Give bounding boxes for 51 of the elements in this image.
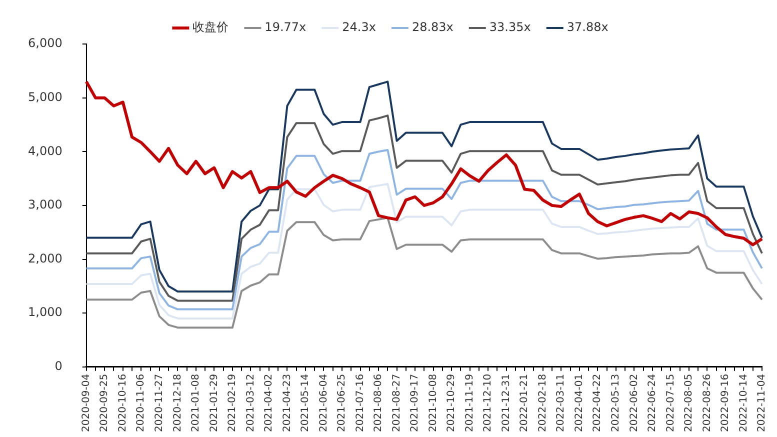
x-tick-label: 2021-05-14 xyxy=(300,374,312,432)
x-tick-label: 2021-12-31 xyxy=(500,374,512,432)
y-tick-label: 2,000 xyxy=(28,251,62,266)
legend-label: 收盘价 xyxy=(192,20,229,34)
x-tick-label: 2022-03-11 xyxy=(556,374,567,432)
x-tick-label: 2022-06-24 xyxy=(647,374,658,432)
x-tick-label: 2020-10-16 xyxy=(117,374,128,432)
x-tick-label: 2021-11-19 xyxy=(464,374,476,432)
x-tick-label: 2022-04-01 xyxy=(574,374,585,432)
x-tick-label: 2020-12-18 xyxy=(172,374,184,432)
x-tick-label: 2022-10-14 xyxy=(738,374,750,432)
x-tick-label: 2022-11-04 xyxy=(756,374,768,432)
x-tick-label: 2021-06-04 xyxy=(318,374,330,432)
x-tick-label: 2022-05-13 xyxy=(610,374,622,432)
legend-label: 28.83x xyxy=(412,20,454,34)
x-tick-label: 2021-10-29 xyxy=(446,374,458,432)
x-tick-label: 2021-03-12 xyxy=(245,374,256,432)
x-tick-label: 2021-09-17 xyxy=(410,374,421,432)
y-tick-label: 3,000 xyxy=(28,198,62,212)
x-tick-label: 2022-06-02 xyxy=(628,374,640,432)
y-tick-label: 1,000 xyxy=(28,305,62,320)
x-tick-label: 2020-09-25 xyxy=(99,374,110,432)
x-tick-label: 2021-08-06 xyxy=(373,374,384,432)
x-tick-label: 2022-08-26 xyxy=(702,374,713,432)
x-tick-label: 2021-01-08 xyxy=(190,374,202,432)
x-tick-label: 2022-08-05 xyxy=(684,374,695,432)
x-tick-label: 2022-04-22 xyxy=(592,374,604,432)
x-tick-label: 2021-02-19 xyxy=(227,374,238,432)
x-tick-label: 2021-10-08 xyxy=(428,374,439,432)
y-tick-label: 5,000 xyxy=(28,90,62,104)
x-tick-label: 2021-12-10 xyxy=(482,374,494,432)
x-tick-label: 2021-08-27 xyxy=(391,374,402,432)
x-tick-label: 2021-06-25 xyxy=(336,374,348,432)
y-tick-label: 6,000 xyxy=(28,36,62,50)
x-tick-label: 2020-09-04 xyxy=(80,374,92,432)
y-tick-label: 4,000 xyxy=(28,144,62,158)
legend-label: 24.3x xyxy=(342,20,376,34)
x-tick-label: 2021-04-02 xyxy=(264,374,275,432)
x-tick-label: 2022-07-15 xyxy=(665,374,676,432)
y-tick-label: 0 xyxy=(54,359,62,374)
x-tick-label: 2021-04-23 xyxy=(282,374,293,432)
x-tick-label: 2021-07-16 xyxy=(354,374,366,432)
x-tick-label: 2020-11-06 xyxy=(136,374,147,432)
x-tick-label: 2021-01-29 xyxy=(208,374,220,432)
x-tick-label: 2022-09-16 xyxy=(720,374,732,432)
x-tick-label: 2020-11-27 xyxy=(154,374,165,432)
legend-label: 19.77x xyxy=(264,20,306,34)
x-tick-label: 2022-01-21 xyxy=(519,374,530,432)
legend-label: 37.88x xyxy=(566,20,608,34)
legend-label: 33.35x xyxy=(489,20,531,34)
x-tick-label: 2022-02-18 xyxy=(537,374,548,432)
